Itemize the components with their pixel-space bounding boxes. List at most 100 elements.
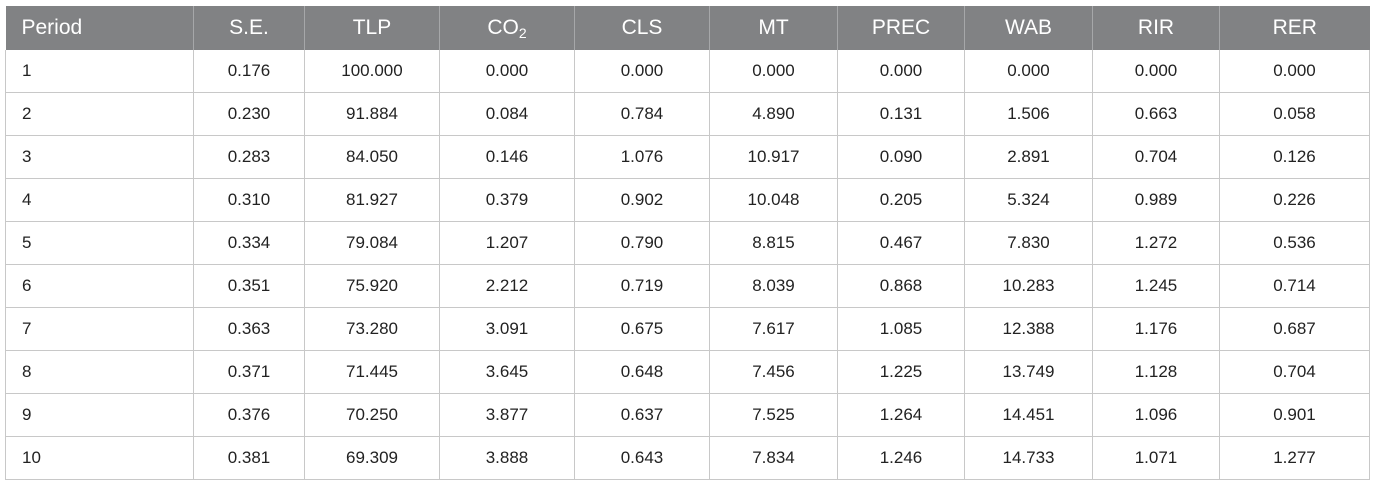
value-cell: 0.000 [709,50,838,93]
value-cell: 71.445 [304,350,440,394]
value-cell: 0.989 [1092,178,1220,222]
value-cell: 4.890 [709,92,838,136]
value-cell: 0.283 [193,135,305,179]
value-cell: 0.376 [193,393,305,437]
value-cell: 14.733 [964,436,1093,480]
column-header-label: TLP [352,16,392,39]
value-cell: 0.090 [837,135,965,179]
value-cell: 1.246 [837,436,965,480]
table-row: 2 0.230 91.884 0.084 0.784 4.890 0.131 1.506 0.6… [5,92,1370,136]
value-cell: 1.207 [439,221,575,265]
value-cell: 13.749 [964,350,1093,394]
value-cell: 8.815 [709,221,838,265]
value-cell: 0.363 [193,307,305,351]
value-cell: 1.076 [574,135,710,179]
column-header-label: S.E. [229,16,269,39]
period-cell: 2 [5,92,194,136]
value-cell: 12.388 [964,307,1093,351]
value-cell: 0.719 [574,264,710,308]
value-cell: 81.927 [304,178,440,222]
table-row: 6 0.351 75.920 2.212 0.719 8.039 0.868 10.283 1.… [5,264,1370,308]
value-cell: 1.272 [1092,221,1220,265]
value-cell: 0.334 [193,221,305,265]
value-cell: 1.071 [1092,436,1220,480]
value-cell: 0.790 [574,221,710,265]
period-cell: 8 [5,350,194,394]
value-cell: 5.324 [964,178,1093,222]
value-cell: 0.000 [439,50,575,93]
value-cell: 14.451 [964,393,1093,437]
value-cell: 1.085 [837,307,965,351]
value-cell: 0.902 [574,178,710,222]
table-row: 10 0.381 69.309 3.888 0.643 7.834 1.246 14.733 1… [5,436,1370,480]
value-cell: 0.351 [193,264,305,308]
column-header: PREC [837,6,965,50]
value-cell: 3.877 [439,393,575,437]
period-cell: 6 [5,264,194,308]
value-cell: 8.039 [709,264,838,308]
value-cell: 0.146 [439,135,575,179]
table-row: 3 0.283 84.050 0.146 1.076 10.917 0.090 2.891 0.… [5,135,1370,179]
column-header-label: MT [758,16,789,39]
value-cell: 75.920 [304,264,440,308]
value-cell: 0.000 [964,50,1093,93]
table-row: 4 0.310 81.927 0.379 0.902 10.048 0.205 5.324 0.… [5,178,1370,222]
value-cell: 0.714 [1219,264,1370,308]
column-header-label: RER [1272,16,1317,39]
value-cell: 7.830 [964,221,1093,265]
period-cell: 4 [5,178,194,222]
variance-decomposition-table-container: Period S.E. TLP CO2 CLS MT PREC WAB RIR RER 1 0.17… [5,6,1370,480]
value-cell: 7.456 [709,350,838,394]
value-cell: 0.467 [837,221,965,265]
value-cell: 2.891 [964,135,1093,179]
value-cell: 70.250 [304,393,440,437]
period-cell: 3 [5,135,194,179]
value-cell: 0.000 [574,50,710,93]
period-cell: 9 [5,393,194,437]
value-cell: 0.643 [574,436,710,480]
value-cell: 0.000 [1219,50,1370,93]
value-cell: 73.280 [304,307,440,351]
table-row: 9 0.376 70.250 3.877 0.637 7.525 1.264 14.451 1.… [5,393,1370,437]
value-cell: 7.525 [709,393,838,437]
value-cell: 0.205 [837,178,965,222]
value-cell: 0.901 [1219,393,1370,437]
value-cell: 0.868 [837,264,965,308]
value-cell: 1.245 [1092,264,1220,308]
table-row: 5 0.334 79.084 1.207 0.790 8.815 0.467 7.830 1.2… [5,221,1370,265]
value-cell: 0.687 [1219,307,1370,351]
column-header: WAB [964,6,1093,50]
value-cell: 84.050 [304,135,440,179]
value-cell: 0.379 [439,178,575,222]
value-cell: 0.176 [193,50,305,93]
value-cell: 10.917 [709,135,838,179]
value-cell: 1.225 [837,350,965,394]
value-cell: 69.309 [304,436,440,480]
column-header: Period [5,6,194,50]
value-cell: 0.310 [193,178,305,222]
value-cell: 0.675 [574,307,710,351]
column-header: CLS [574,6,710,50]
value-cell: 79.084 [304,221,440,265]
table-body: 1 0.176 100.000 0.000 0.000 0.000 0.000 0.000 0.… [5,50,1370,480]
value-cell: 1.176 [1092,307,1220,351]
table-row: 8 0.371 71.445 3.645 0.648 7.456 1.225 13.749 1.… [5,350,1370,394]
value-cell: 1.264 [837,393,965,437]
value-cell: 2.212 [439,264,575,308]
value-cell: 0.000 [837,50,965,93]
column-header-label: CO [487,16,519,39]
column-header: CO2 [439,6,575,50]
value-cell: 1.096 [1092,393,1220,437]
table-header: Period S.E. TLP CO2 CLS MT PREC WAB RIR RER [5,6,1370,50]
value-cell: 0.131 [837,92,965,136]
value-cell: 10.048 [709,178,838,222]
value-cell: 100.000 [304,50,440,93]
value-cell: 1.128 [1092,350,1220,394]
value-cell: 3.645 [439,350,575,394]
value-cell: 7.834 [709,436,838,480]
column-header: S.E. [193,6,305,50]
value-cell: 0.226 [1219,178,1370,222]
table-row: 1 0.176 100.000 0.000 0.000 0.000 0.000 0.000 0.… [5,50,1370,93]
value-cell: 0.230 [193,92,305,136]
value-cell: 0.536 [1219,221,1370,265]
